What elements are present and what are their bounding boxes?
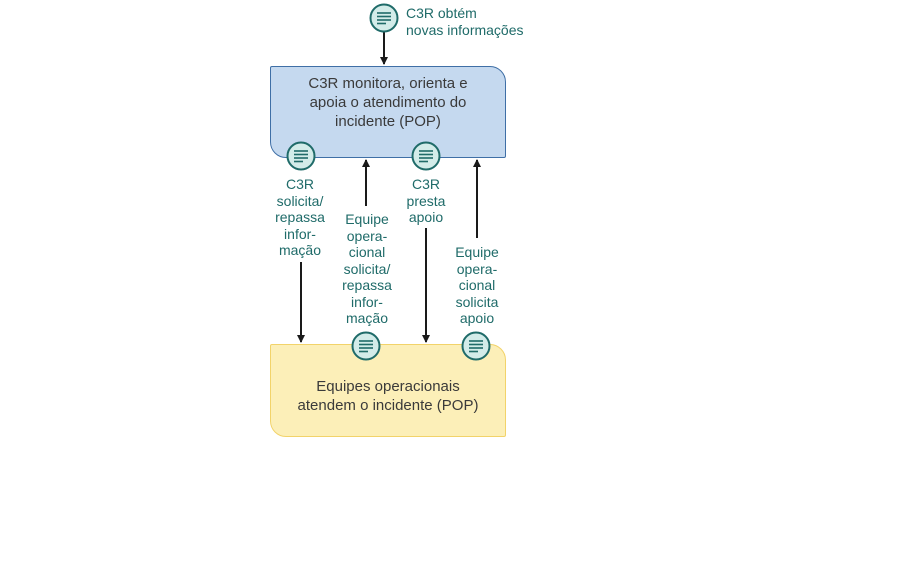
document-icon-c3r-presta <box>411 141 441 171</box>
document-icon-equipe-apoio <box>461 331 491 361</box>
label-team-requests-support: Equipe opera- cional solicita apoio <box>455 244 499 326</box>
label-c3r-provides-support: C3R presta apoio <box>406 176 446 225</box>
teams-box-text: Equipes operacionais atendem o incidente… <box>297 377 479 414</box>
c3r-monitoring-box: C3R monitora, orienta e apoia o atendime… <box>270 66 506 158</box>
document-icon-c3r-solicita <box>286 141 316 171</box>
label-c3r-requests-info: C3R solicita/ repassa infor- mação <box>275 176 325 258</box>
document-icon-equipe-info <box>351 331 381 361</box>
label-c3r-new-info: C3R obtém novas informações <box>406 5 524 38</box>
c3r-box-text: C3R monitora, orienta e apoia o atendime… <box>308 74 468 130</box>
label-team-requests-info: Equipe opera- cional solicita/ repassa i… <box>342 211 392 326</box>
document-icon-top <box>369 3 399 33</box>
operational-teams-box: Equipes operacionais atendem o incidente… <box>270 344 506 437</box>
